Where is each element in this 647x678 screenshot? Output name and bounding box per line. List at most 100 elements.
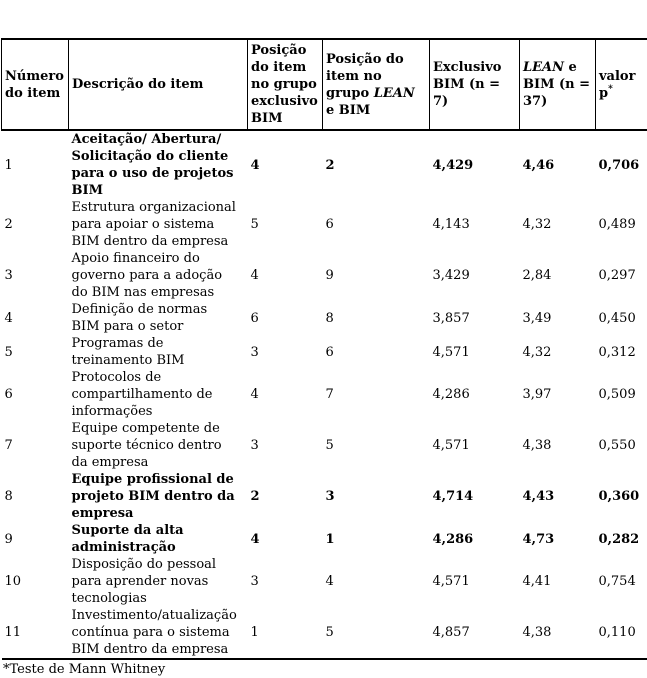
- table-row: 1 Aceitação/ Abertura/ Solicitação do cli…: [2, 130, 647, 199]
- item-description-cell: Suporte da alta administração: [71, 523, 184, 555]
- item-description-cell: Equipe profissional de projeto BIM dentr…: [71, 472, 235, 521]
- text-segment: Posição do item no grupo: [326, 51, 404, 101]
- lean-bim-mean-cell: 4,43: [522, 489, 555, 504]
- position-lean-bim-cell: 2: [325, 157, 335, 173]
- position-exclusive-bim-cell: 1: [247, 607, 323, 660]
- table-row: 2 Estrutura organizacional para apoiar o …: [2, 199, 647, 250]
- exclusive-bim-mean-cell: 3,429: [432, 268, 470, 283]
- p-value-cell: 0,110: [595, 607, 647, 660]
- position-exclusive-bim-cell: 3: [250, 438, 259, 453]
- text-segment: e BIM (n = 37): [523, 60, 591, 109]
- text-segment: e BIM: [326, 102, 371, 118]
- table-row: 4 Definição de normas BIM para o setor 6 8 3…: [2, 301, 647, 335]
- p-value-cell: 0,312: [598, 344, 636, 360]
- text-segment: Descrição do item: [72, 77, 204, 92]
- lean-bim-mean-cell: 4,73: [522, 531, 555, 547]
- p-value-cell: 0,509: [598, 387, 636, 402]
- position-exclusive-bim-cell: 6: [250, 310, 259, 326]
- position-lean-bim-cell: 9: [325, 268, 334, 283]
- lean-bim-mean-cell: 4,46: [522, 157, 555, 173]
- exclusive-bim-mean-cell: 4,429: [432, 157, 474, 173]
- position-exclusive-bim-cell: 3: [250, 344, 259, 360]
- p-value-cell: 0,282: [598, 531, 640, 547]
- exclusive-bim-mean-cell: 4,714: [432, 489, 474, 504]
- header-row: Número do item Descrição do item Posição…: [1, 38, 647, 131]
- p-value-cell: 0,489: [598, 217, 636, 232]
- item-number-cell: 10: [4, 574, 22, 589]
- item-description-cell: Aceitação/ Abertura/ Solicitação do clie…: [71, 132, 234, 198]
- italic-term: LEAN: [523, 60, 565, 75]
- item-number-cell: 8: [4, 489, 13, 504]
- exclusive-bim-mean-cell: 4,143: [432, 217, 470, 232]
- italic-term: LEAN: [373, 85, 415, 101]
- column-header-position-lean-bim: Posição do item no grupo LEAN e BIM: [322, 38, 430, 131]
- exclusive-bim-mean-cell: 4,857: [429, 607, 520, 660]
- position-lean-bim-cell: 4: [325, 574, 334, 589]
- item-number-cell: 5: [4, 344, 13, 360]
- column-header-p-value: valor p*: [595, 38, 647, 131]
- position-lean-bim-cell: 6: [325, 217, 334, 232]
- item-number-cell: 6: [4, 387, 13, 402]
- text-segment: valor p: [599, 68, 636, 101]
- item-number-cell: 3: [4, 268, 13, 283]
- table-row: 10 Disposição do pessoal para aprender no…: [2, 556, 647, 607]
- exclusive-bim-mean-cell: 4,286: [432, 531, 474, 547]
- item-number-cell: 9: [4, 531, 13, 547]
- item-ranking-comparison-table: Número do item Descrição do item Posição…: [1, 38, 647, 660]
- column-header-lean-bim-mean: LEAN e BIM (n = 37): [519, 38, 596, 131]
- position-exclusive-bim-cell: 4: [250, 387, 259, 402]
- item-description-cell: Definição de normas BIM para o setor: [71, 302, 208, 334]
- table-row: 6 Protocolos de compartilhamento de infor…: [2, 369, 647, 420]
- lean-bim-mean-cell: 4,41: [522, 574, 552, 589]
- item-description-cell: Programas de treinamento BIM: [71, 336, 185, 368]
- table-footnote: *Teste de Mann Whitney: [3, 662, 166, 677]
- lean-bim-mean-cell: 3,97: [522, 387, 552, 402]
- position-lean-bim-cell: 8: [325, 310, 334, 326]
- text-segment: Exclusivo BIM (n = 7): [433, 60, 502, 109]
- position-lean-bim-cell: 5: [325, 438, 334, 453]
- item-description-cell: Protocolos de compartilhamento de inform…: [71, 370, 213, 419]
- text-segment: Posição do item no grupo exclusivo BIM: [251, 43, 318, 126]
- column-header-item-description: Descrição do item: [68, 38, 248, 131]
- table-row: 3 Apoio financeiro do governo para a adoç…: [2, 250, 647, 301]
- item-number-cell: 2: [4, 217, 13, 232]
- table-row: 8 Equipe profissional de projeto BIM dent…: [2, 471, 647, 522]
- position-exclusive-bim-cell: 3: [250, 574, 259, 589]
- item-number-cell: 1: [4, 157, 13, 173]
- item-number-cell: 4: [4, 310, 13, 326]
- table-body: 1 Aceitação/ Abertura/ Solicitação do cli…: [1, 130, 647, 660]
- item-description-cell: Disposição do pessoal para aprender nova…: [71, 557, 217, 606]
- column-header-exclusive-bim-mean: Exclusivo BIM (n = 7): [429, 38, 520, 131]
- superscript-marker: *: [608, 84, 613, 95]
- position-exclusive-bim-cell: 5: [250, 217, 259, 232]
- item-description-cell: Investimento/atualização contínua para o…: [68, 607, 248, 660]
- item-number-cell: 11: [1, 607, 69, 660]
- position-lean-bim-cell: 3: [325, 489, 335, 504]
- p-value-cell: 0,706: [598, 157, 640, 173]
- position-exclusive-bim-cell: 4: [250, 268, 259, 283]
- position-exclusive-bim-cell: 2: [250, 489, 260, 504]
- table-row: 11 Investimento/atualização contínua para…: [1, 607, 647, 660]
- exclusive-bim-mean-cell: 4,571: [432, 574, 470, 589]
- exclusive-bim-mean-cell: 4,571: [432, 344, 470, 360]
- exclusive-bim-mean-cell: 4,286: [432, 387, 470, 402]
- lean-bim-mean-cell: 4,32: [522, 344, 552, 360]
- position-lean-bim-cell: 7: [325, 387, 334, 402]
- table-row: 7 Equipe competente de suporte técnico de…: [2, 420, 647, 471]
- position-lean-bim-cell: 1: [325, 531, 335, 547]
- position-exclusive-bim-cell: 4: [250, 157, 260, 173]
- lean-bim-mean-cell: 4,32: [522, 217, 552, 232]
- table-row: 9 Suporte da alta administração 4 1 4,286 4,7…: [2, 522, 647, 556]
- exclusive-bim-mean-cell: 3,857: [432, 310, 470, 326]
- p-value-cell: 0,550: [598, 438, 636, 453]
- lean-bim-mean-cell: 2,84: [522, 268, 552, 283]
- item-description-cell: Estrutura organizacional para apoiar o s…: [71, 200, 236, 249]
- lean-bim-mean-cell: 4,38: [522, 438, 552, 453]
- p-value-cell: 0,754: [598, 574, 636, 589]
- lean-bim-mean-cell: 3,49: [522, 310, 552, 326]
- item-description-cell: Apoio financeiro do governo para a adoçã…: [71, 251, 223, 300]
- p-value-cell: 0,450: [598, 310, 636, 326]
- item-description-cell: Equipe competente de suporte técnico den…: [71, 421, 222, 470]
- position-lean-bim-cell: 6: [325, 344, 334, 360]
